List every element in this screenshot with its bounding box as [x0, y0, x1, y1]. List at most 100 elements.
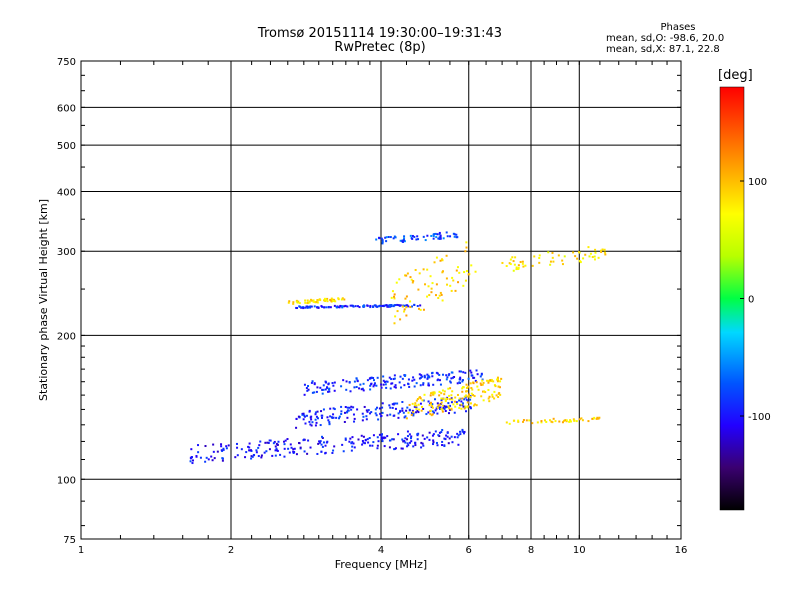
scatter-point: [436, 406, 439, 409]
scatter-point: [480, 395, 483, 398]
scatter-point: [385, 240, 388, 243]
scatter-point: [579, 260, 582, 263]
scatter-point: [398, 278, 401, 281]
scatter-point: [428, 438, 431, 441]
scatter-point: [303, 414, 306, 417]
y-tick-label: 500: [57, 141, 76, 152]
scatter-point: [393, 448, 396, 451]
scatter-point: [337, 297, 340, 300]
scatter-point: [326, 300, 329, 303]
scatter-point: [403, 416, 406, 419]
scatter-point: [593, 416, 596, 419]
scatter-point: [439, 236, 442, 239]
scatter-point: [512, 419, 515, 422]
scatter-point: [501, 261, 504, 264]
scatter-point: [287, 301, 290, 304]
scatter-point: [569, 420, 572, 423]
scatter-point: [427, 374, 430, 377]
scatter-point: [299, 446, 302, 449]
scatter-point: [322, 408, 325, 411]
scatter-point: [445, 277, 448, 280]
scatter-point: [423, 393, 426, 396]
scatter-point: [456, 436, 459, 439]
scatter-point: [393, 322, 396, 325]
scatter-point: [303, 415, 306, 418]
scatter-point: [320, 443, 323, 446]
scatter-point: [403, 439, 406, 442]
scatter-point: [540, 420, 543, 423]
scatter-point: [440, 397, 443, 400]
scatter-point: [411, 409, 414, 412]
scatter-point: [467, 393, 470, 396]
scatter-point: [352, 305, 355, 308]
scatter-point: [289, 443, 292, 446]
scatter-point: [435, 371, 438, 374]
scatter-point: [288, 300, 291, 303]
scatter-point: [421, 375, 424, 378]
scatter-point: [572, 418, 575, 421]
scatter-point: [522, 265, 525, 268]
scatter-point: [405, 306, 408, 309]
scatter-point: [435, 441, 438, 444]
scatter-point: [347, 409, 350, 412]
scatter-point: [467, 394, 470, 397]
scatter-point: [417, 411, 420, 414]
scatter-point: [305, 414, 308, 417]
scatter-point: [480, 372, 483, 375]
colorbar-tick-label: 100: [748, 177, 767, 188]
scatter-point: [322, 441, 325, 444]
scatter-point: [405, 409, 408, 412]
scatter-point: [577, 251, 580, 254]
scatter-point: [417, 403, 420, 406]
scatter-point: [393, 295, 396, 298]
scatter-point: [413, 385, 416, 388]
scatter-point: [306, 305, 309, 308]
scatter-point: [431, 405, 434, 408]
scatter-point: [260, 456, 263, 459]
scatter-point: [439, 406, 442, 409]
scatter-point: [438, 390, 441, 393]
scatter-point: [212, 443, 215, 446]
scatter-point: [409, 234, 412, 237]
scatter-point: [327, 305, 330, 308]
scatter-point: [283, 440, 286, 443]
scatter-point: [538, 254, 541, 257]
scatter-point: [450, 289, 453, 292]
scatter-point: [317, 306, 320, 309]
scatter-point: [372, 385, 375, 388]
scatter-point: [476, 373, 479, 376]
scatter-point: [335, 416, 338, 419]
scatter-point: [596, 416, 599, 419]
scatter-point: [462, 432, 465, 435]
scatter-point: [400, 447, 403, 450]
scatter-point: [472, 404, 475, 407]
scatter-point: [298, 305, 301, 308]
scatter-point: [489, 379, 492, 382]
scatter-point: [460, 370, 463, 373]
scatter-point: [309, 416, 312, 419]
scatter-point: [591, 417, 594, 420]
scatter-point: [274, 445, 277, 448]
scatter-point: [415, 399, 418, 402]
scatter-point: [303, 383, 306, 386]
scatter-point: [376, 447, 379, 450]
scatter-point: [552, 417, 555, 420]
scatter-point: [443, 390, 446, 393]
scatter-point: [405, 295, 408, 298]
scatter-point: [315, 300, 318, 303]
scatter-point: [521, 260, 524, 263]
scatter-point: [444, 410, 447, 413]
scatter-point: [327, 419, 330, 422]
scatter-point: [324, 299, 327, 302]
scatter-point: [310, 418, 313, 421]
scatter-point: [438, 231, 441, 234]
scatter-point: [333, 408, 336, 411]
scatter-point: [362, 415, 365, 418]
scatter-point: [273, 440, 276, 443]
scatter-point: [326, 386, 329, 389]
scatter-point: [443, 405, 446, 408]
scatter-point: [257, 455, 260, 458]
scatter-point: [603, 248, 606, 251]
scatter-point: [415, 406, 418, 409]
scatter-point: [340, 410, 343, 413]
